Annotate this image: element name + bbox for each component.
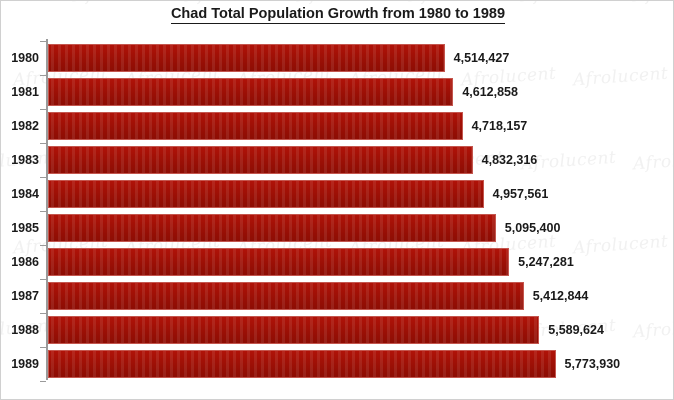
value-label-1985: 5,095,400 [504,221,561,235]
y-axis-tick [40,177,46,178]
bar-row: 1985 5,095,400 [1,211,673,245]
bar-1989 [47,350,556,378]
bar-fill [47,214,496,242]
y-axis-tick [40,245,46,246]
y-axis-tick [40,109,46,110]
bar-fill [47,78,454,106]
bar-row: 1984 4,957,561 [1,177,673,211]
category-label-1986: 1986 [11,255,39,269]
y-axis-tick [40,75,46,76]
category-label-1989: 1989 [11,357,39,371]
y-axis-tick [40,313,46,314]
category-label-1984: 1984 [11,187,39,201]
plot-area: 1980 4,514,427 1981 4,612,858 1982 4,718,157 1… [1,39,673,387]
bar-1987 [47,282,524,310]
y-axis-line [46,39,48,380]
value-label-1989: 5,773,930 [564,357,621,371]
bar-row: 1980 4,514,427 [1,41,673,75]
category-label-1982: 1982 [11,119,39,133]
value-label-1982: 4,718,157 [471,119,528,133]
value-label-1981: 4,612,858 [462,85,518,99]
category-label-1985: 1985 [11,221,39,235]
bar-1988 [47,316,540,344]
value-label-1980: 4,514,427 [453,51,510,65]
bar-fill [47,350,556,378]
value-label-1983: 4,832,316 [481,153,538,167]
y-axis-tick [40,41,46,42]
bar-fill [47,180,484,208]
category-label-1980: 1980 [11,51,39,65]
y-axis-tick [40,143,46,144]
bar-1981 [47,78,454,106]
category-label-1988: 1988 [11,323,39,337]
bar-1980 [47,44,445,72]
value-label-1984: 4,957,561 [492,187,549,201]
bar-fill [47,248,510,276]
category-label-1981: 1981 [11,85,39,99]
chart-title: Chad Total Population Growth from 1980 t… [1,6,673,24]
bar-row: 1988 5,589,624 [1,313,673,347]
chart-title-text: Chad Total Population Growth from 1980 t… [170,6,506,24]
y-axis-tick [40,279,46,280]
bar-row: 1987 5,412,844 [1,279,673,313]
bar-row: 1986 5,247,281 [1,245,673,279]
bar-fill [47,282,524,310]
category-label-1987: 1987 [11,289,39,303]
category-label-1983: 1983 [11,153,39,167]
y-axis-tick [40,211,46,212]
bar-1982 [47,112,463,140]
bar-row: 1989 5,773,930 [1,347,673,381]
y-axis-tick [40,381,46,382]
bar-fill [47,112,463,140]
bar-1985 [47,214,496,242]
bar-fill [47,316,540,344]
bar-fill [47,146,473,174]
bar-1986 [47,248,510,276]
bar-1984 [47,180,484,208]
bar-row: 1982 4,718,157 [1,109,673,143]
bar-row: 1983 4,832,316 [1,143,673,177]
bar-1983 [47,146,473,174]
bar-fill [47,44,445,72]
y-axis-tick [40,347,46,348]
value-label-1986: 5,247,281 [518,255,574,269]
value-label-1987: 5,412,844 [532,289,589,303]
value-label-1988: 5,589,624 [548,323,604,337]
bar-row: 1981 4,612,858 [1,75,673,109]
